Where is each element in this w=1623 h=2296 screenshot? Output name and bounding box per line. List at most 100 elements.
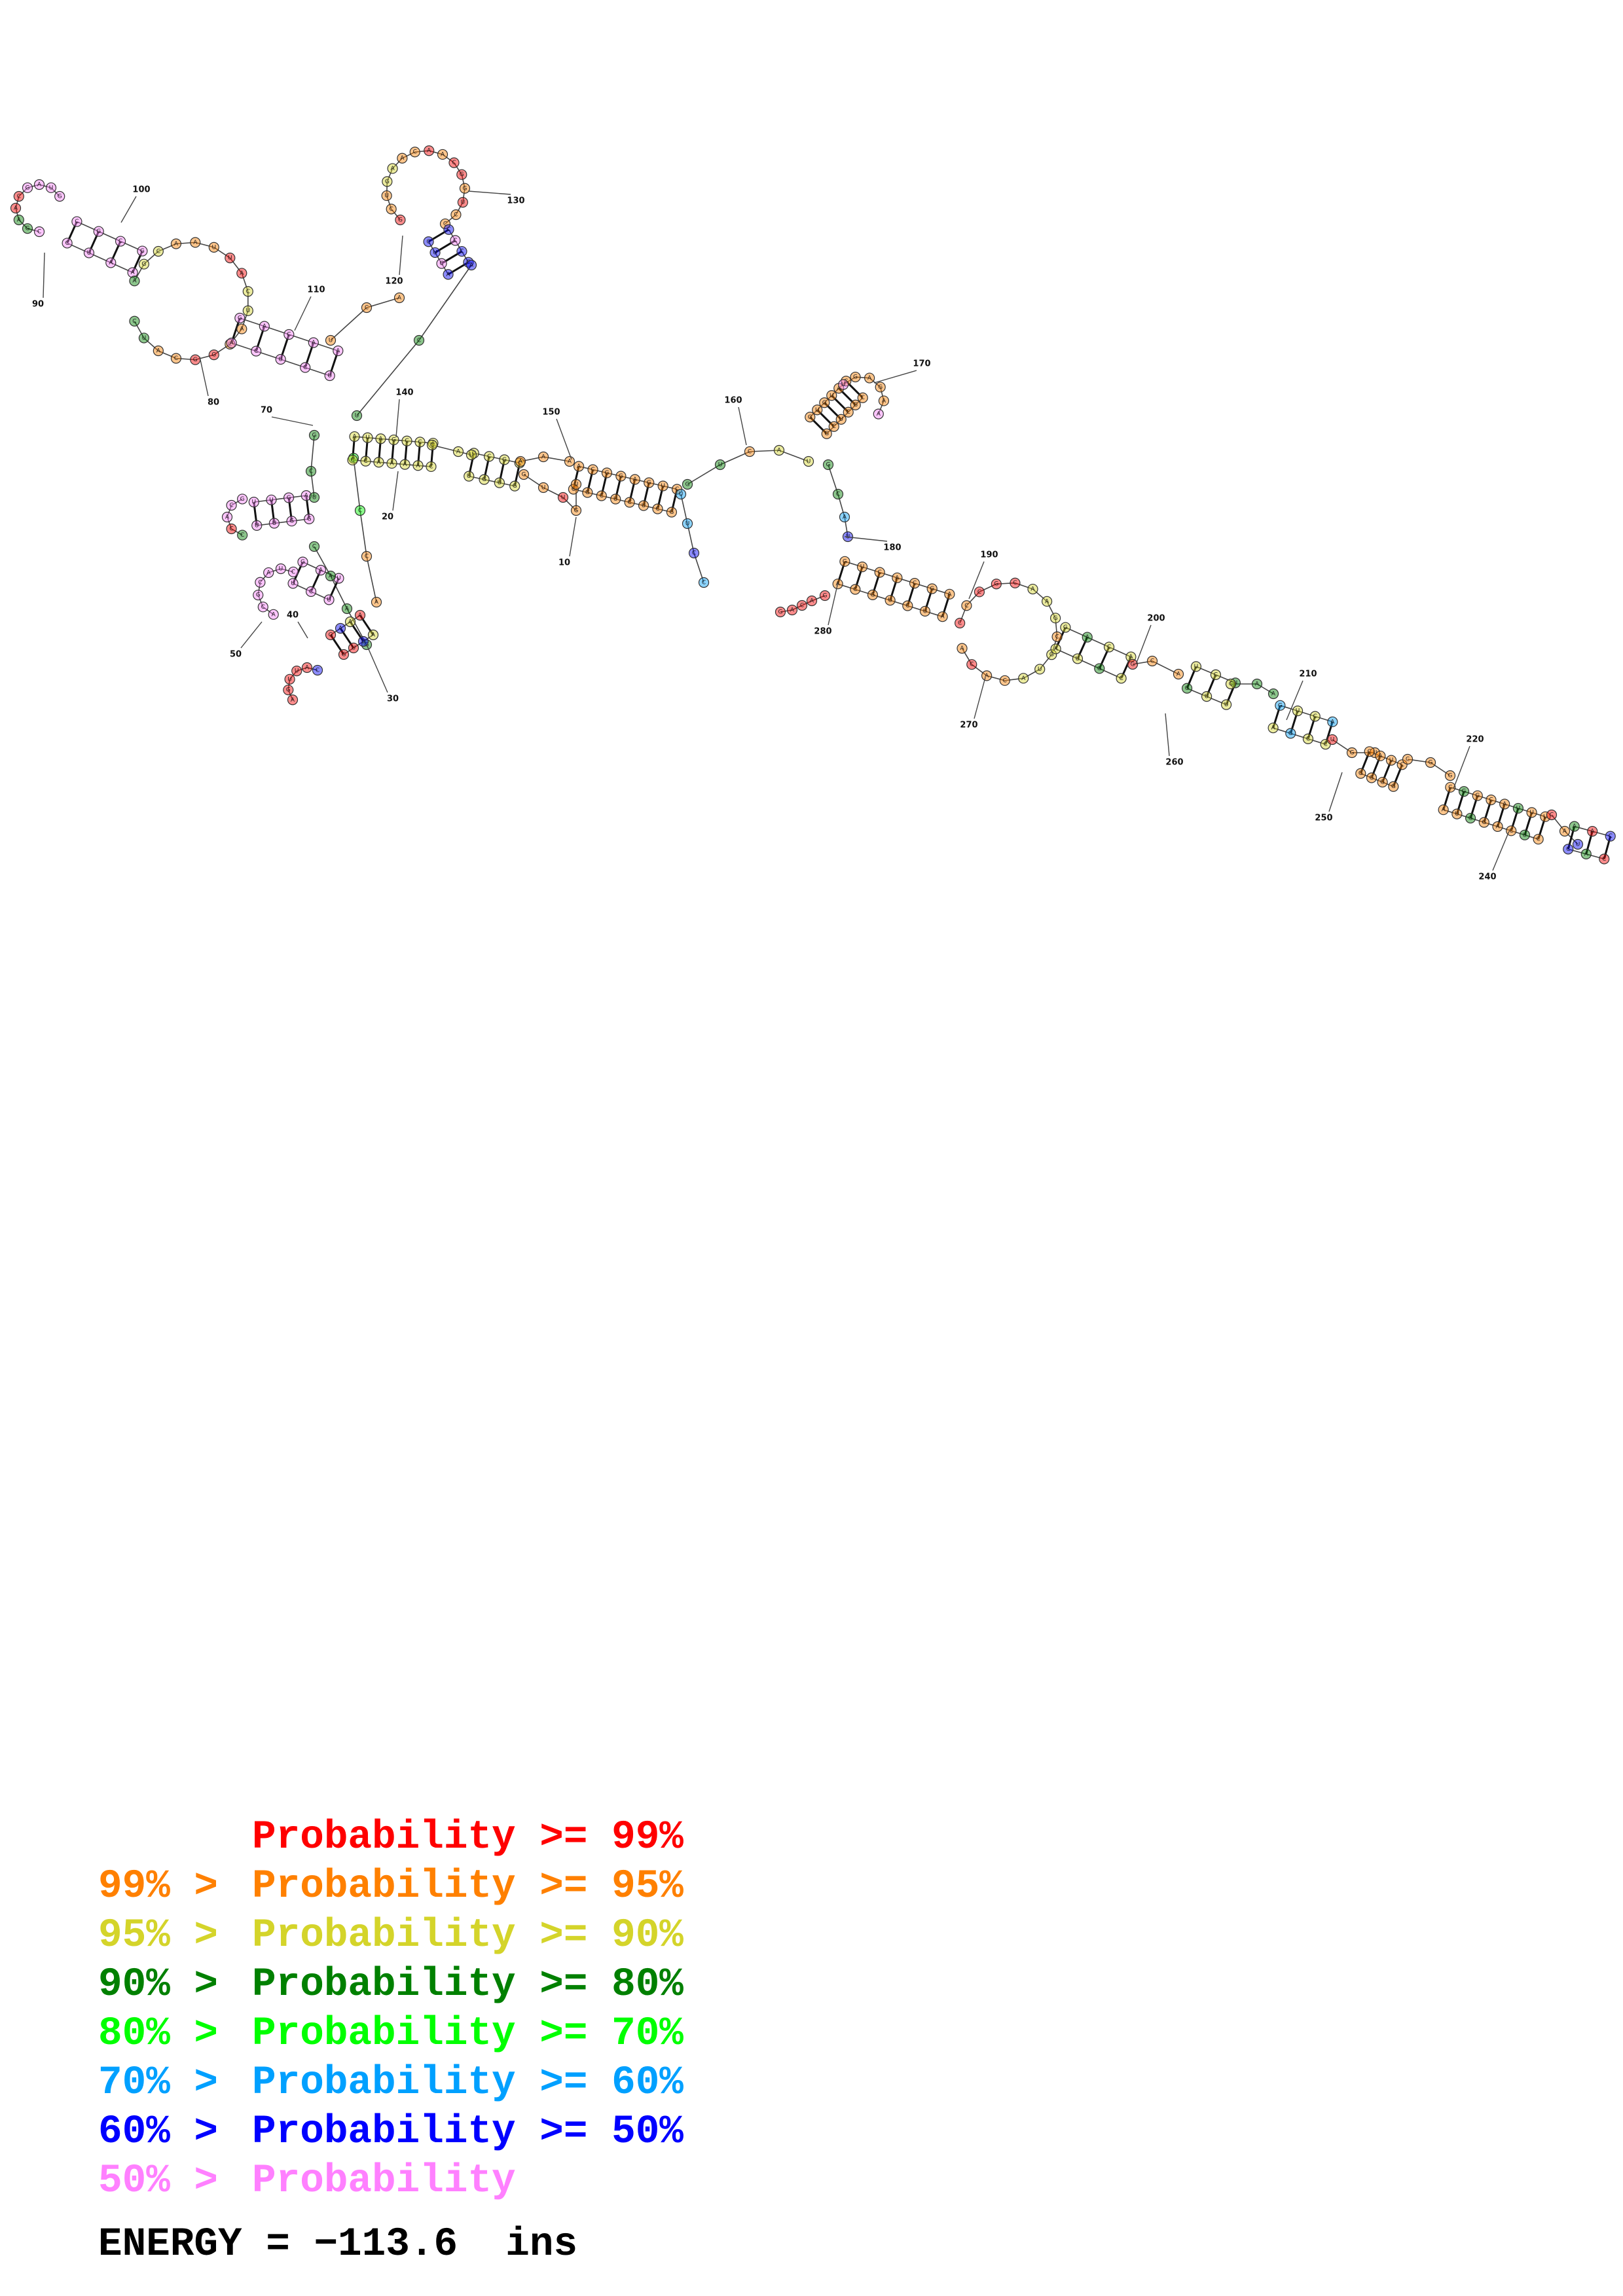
nucleotide: G <box>775 606 786 618</box>
nucleotide-letter: C <box>1229 681 1233 688</box>
nucleotide-letter: G <box>398 217 403 223</box>
nucleotide-letter: A <box>263 323 267 330</box>
nucleotide-circle <box>393 292 405 304</box>
nucleotide: A <box>367 629 379 641</box>
nucleotide-circle <box>479 474 490 485</box>
nucleotide-circle <box>22 182 33 193</box>
nucleotide-letter: C <box>600 493 604 499</box>
nucleotide-letter: A <box>427 148 431 154</box>
backbone-segment <box>828 464 848 537</box>
nucleotide-circle <box>1506 825 1517 836</box>
nucleotide-circle <box>266 494 277 505</box>
nucleotide-letter: C <box>363 458 367 465</box>
energy-label: ENERGY = −113.6 ins <box>98 2222 578 2267</box>
nucleotide: C <box>688 547 700 559</box>
nucleotide-letter: A <box>17 217 22 224</box>
nucleotide: U <box>251 520 263 531</box>
backbone-segment <box>578 465 678 490</box>
position-tick <box>120 196 137 223</box>
nucleotide-letter: U <box>272 520 277 527</box>
nucleotide-letter: C <box>358 508 362 514</box>
base-pair-bond <box>88 230 100 254</box>
nucleotide-circle <box>1267 688 1279 700</box>
nucleotide: A <box>443 269 454 280</box>
nucleotide-letter: C <box>800 603 804 609</box>
nucleotide: G <box>582 487 593 498</box>
nucleotide-circle <box>439 218 451 230</box>
nucleotide-letter: C <box>287 332 291 338</box>
nucleotide: C <box>170 353 182 364</box>
nucleotide-circle <box>315 565 327 576</box>
nucleotide-circle <box>275 563 287 575</box>
nucleotide-letter: C <box>627 499 631 506</box>
nucleotide-circle <box>459 183 471 194</box>
nucleotide: C <box>414 437 426 448</box>
nucleotide-circle <box>341 603 353 615</box>
nucleotide: G <box>1346 747 1358 759</box>
position-label: 270 <box>960 721 977 730</box>
nucleotide-circle <box>1355 768 1366 779</box>
nucleotide-circle <box>1438 804 1449 816</box>
nucleotide-letter: C <box>1306 736 1310 742</box>
nucleotide-letter: A <box>336 348 340 355</box>
nucleotide: C <box>1302 733 1314 744</box>
legend-range-lower: 60% > <box>98 2109 219 2155</box>
nucleotide-letter: C <box>487 454 491 460</box>
nucleotide-letter: A <box>174 241 179 247</box>
position-label: 80 <box>208 398 219 408</box>
backbone-segment <box>431 444 472 456</box>
nucleotide-letter: G <box>1288 730 1293 737</box>
nucleotide: C <box>1506 825 1517 836</box>
nucleotide: A <box>105 257 117 268</box>
base-pair-bond <box>837 561 846 584</box>
position-label: 40 <box>287 611 299 620</box>
nucleotide-circle <box>682 478 693 490</box>
nucleotide: A <box>1251 678 1263 690</box>
nucleotide: U <box>1072 653 1084 664</box>
nucleotide: G <box>805 412 816 423</box>
backbone-segment <box>573 488 672 513</box>
backbone-segment <box>448 229 469 263</box>
nucleotide: C <box>961 600 972 611</box>
nucleotide: A <box>515 456 526 467</box>
position-tick <box>1165 713 1170 757</box>
nucleotide-circle <box>268 518 280 529</box>
nucleotide-circle <box>1146 655 1158 667</box>
nucleotide: U <box>610 493 621 505</box>
base-pair-bond <box>287 497 293 522</box>
nucleotide: C <box>1210 669 1222 680</box>
base-pair-bond <box>1359 751 1371 774</box>
base-pair-bond <box>498 459 505 483</box>
position-label: 160 <box>724 396 742 406</box>
nucleotide-letter: U <box>246 308 250 314</box>
nucleotide: A <box>773 444 785 456</box>
nucleotide-letter: U <box>49 185 54 191</box>
nucleotide: G <box>875 382 886 393</box>
nucleotide-letter: U <box>327 597 331 603</box>
nucleotide-letter: G <box>240 496 245 503</box>
nucleotide: A <box>129 276 140 287</box>
nucleotide-circle <box>1605 831 1616 842</box>
nucleotide: C <box>1309 711 1321 722</box>
nucleotide: C <box>1396 759 1408 770</box>
nucleotide: U <box>835 414 847 425</box>
nucleotide-circle <box>335 622 346 634</box>
backbone-segment <box>687 450 809 485</box>
nucleotide-letter: A <box>1054 646 1059 653</box>
nucleotide-letter: A <box>37 182 42 188</box>
nucleotide-circle <box>287 694 299 706</box>
nucleotide-letter: C <box>309 469 313 475</box>
nucleotide-letter: A <box>1442 807 1446 814</box>
nucleotide: G <box>208 350 219 361</box>
backbone-segment <box>959 582 1058 681</box>
nucleotide: U <box>1220 699 1232 710</box>
nucleotide-letter: A <box>14 206 18 212</box>
nucleotide-circle <box>409 147 420 158</box>
nucleotide-circle <box>412 460 424 471</box>
nucleotide: G <box>682 478 693 490</box>
backbone-segment <box>134 242 249 361</box>
nucleotide-circle <box>371 596 382 608</box>
nucleotide-circle <box>237 529 248 541</box>
nucleotide-circle <box>850 371 861 383</box>
base-pair-bond <box>1225 682 1237 706</box>
